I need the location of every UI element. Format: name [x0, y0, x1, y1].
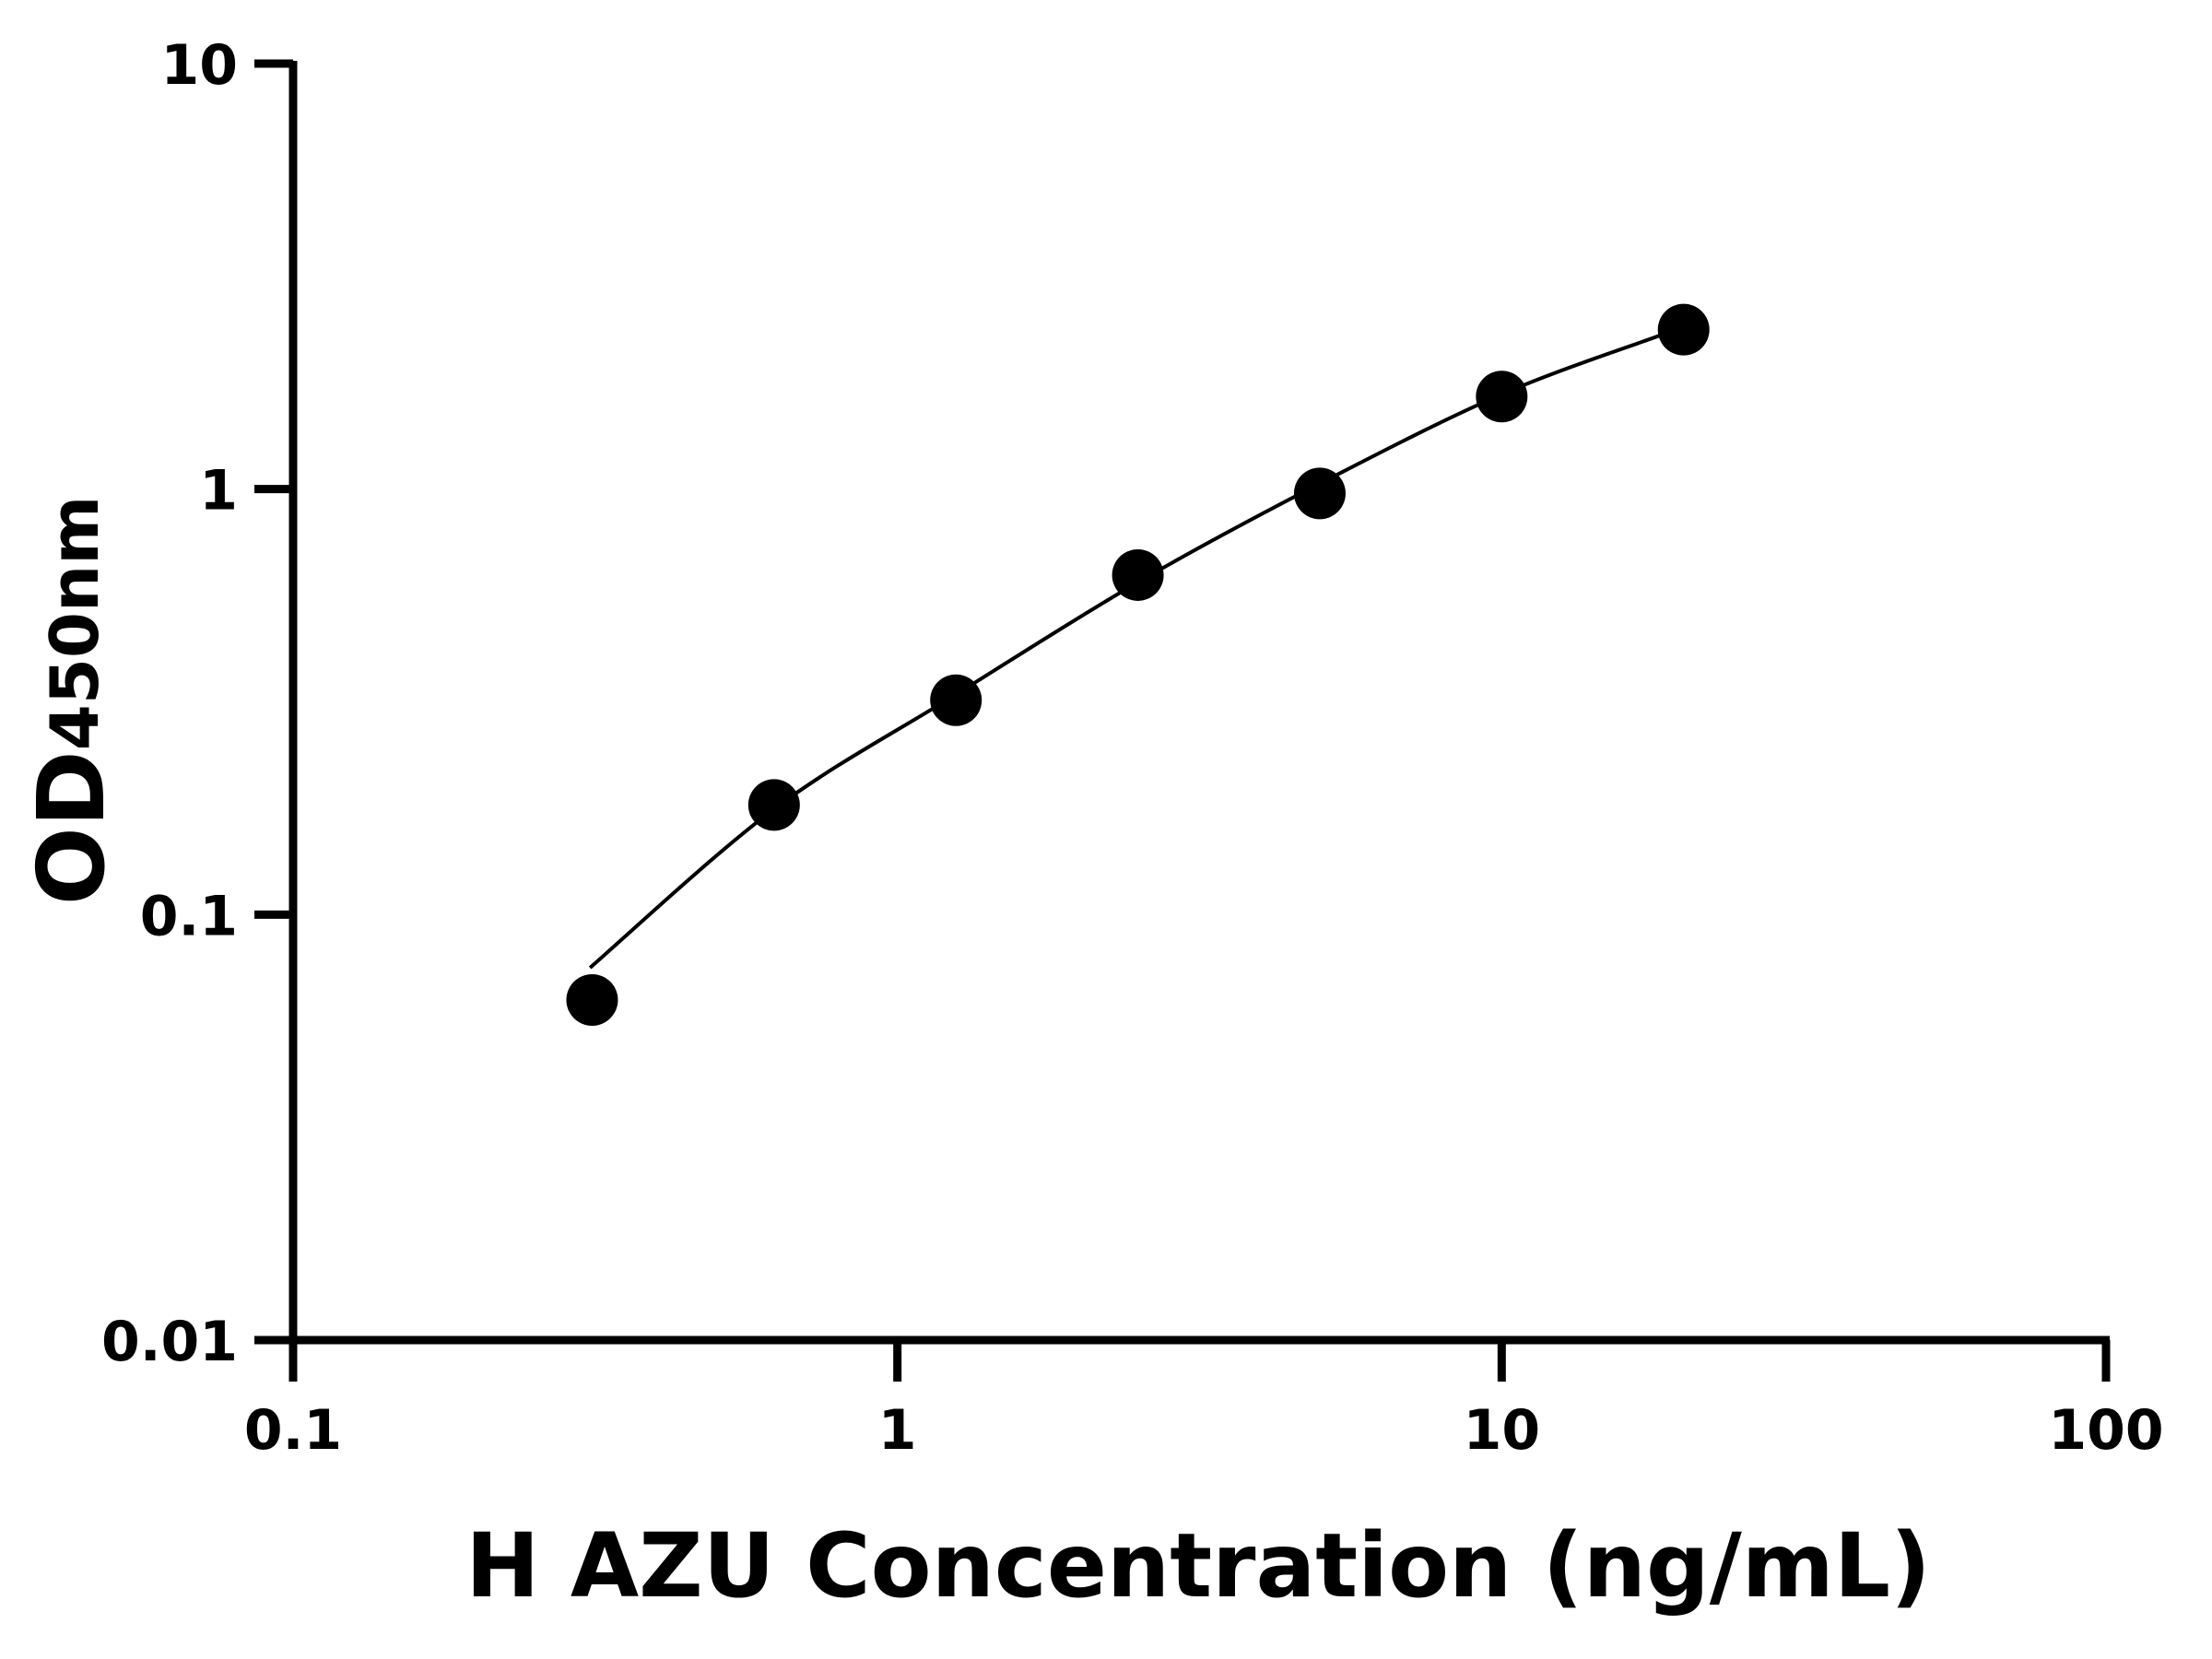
x-tick-label: 0.1	[244, 1398, 342, 1463]
data-points	[566, 303, 1710, 1026]
data-point	[1476, 371, 1528, 423]
y-tick-label: 1	[199, 459, 238, 524]
y-tick-label: 10	[161, 33, 239, 98]
axes	[288, 61, 2110, 1345]
y-tick-label: 0.01	[101, 1310, 238, 1374]
data-point	[1293, 467, 1346, 520]
x-tick-label: 100	[2048, 1398, 2163, 1463]
x-axis-label: H AZU Concentration (ng/mL)	[465, 1514, 1931, 1618]
data-point	[1112, 548, 1164, 601]
y-axis-label-sub: 450nm	[36, 496, 113, 751]
data-point	[1657, 303, 1710, 356]
x-tick-label: 1	[878, 1398, 917, 1463]
x-tick-label: 10	[1464, 1398, 1541, 1463]
fit-curve	[588, 332, 1665, 970]
y-axis-label: OD450nm	[18, 496, 125, 906]
y-axis-label-main: OD	[18, 750, 125, 905]
y-tick-label: 0.1	[140, 884, 238, 948]
data-point	[566, 973, 618, 1026]
data-point	[747, 779, 800, 831]
data-point	[930, 674, 982, 726]
